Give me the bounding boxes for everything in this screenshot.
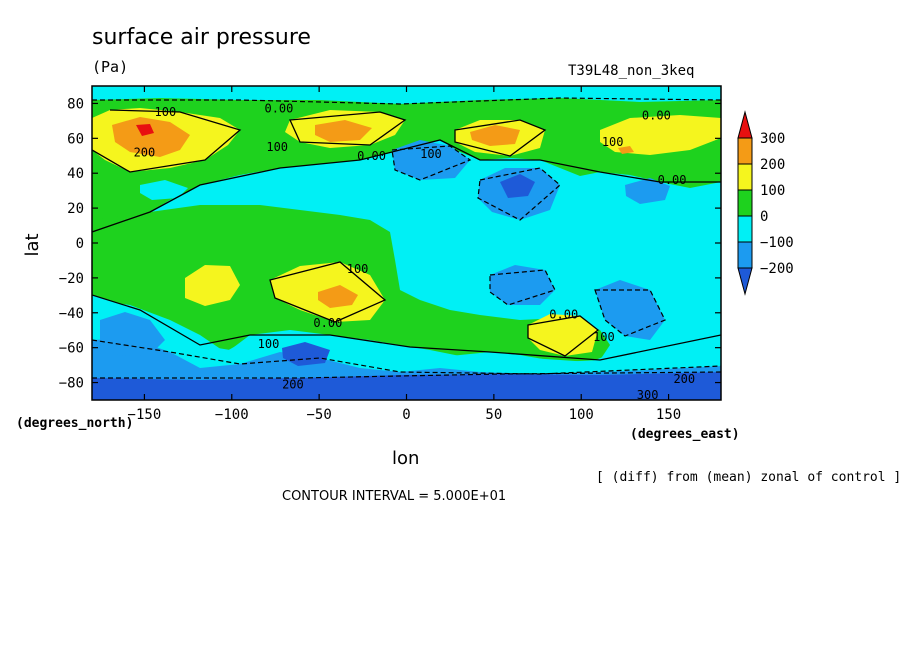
field-low-north-pacific-east	[625, 178, 670, 204]
y-tick-label: 80	[67, 96, 84, 112]
y-tick-label: 20	[67, 201, 84, 217]
contour-zero-south	[92, 294, 721, 361]
contour-label: 100	[420, 147, 442, 161]
y-axis-units: (degrees_north)	[16, 416, 134, 431]
field-high-south-america-200	[318, 285, 358, 308]
field-high-north-pacific-300	[136, 124, 154, 136]
contour-neg-arctic	[92, 97, 721, 105]
chart-title: surface air pressure	[92, 25, 311, 50]
contour-zero-north	[92, 139, 721, 233]
field-region-darkblue-polar	[92, 372, 721, 400]
colorbar-segment	[737, 189, 753, 217]
y-tick-label: −60	[59, 341, 84, 357]
field-high-north-east	[600, 115, 721, 155]
pressure-field	[92, 86, 721, 400]
colorbar-bottom-arrow	[737, 267, 753, 296]
field-high-north-east-200	[618, 146, 634, 154]
contour-neg-south-pacific	[594, 289, 666, 337]
colorbar-label: 300	[760, 131, 785, 147]
x-axis-label: lon	[392, 448, 420, 469]
field-high-south-pacific	[185, 265, 240, 306]
contour-neg-asia	[477, 167, 561, 221]
contour-100-eurasia	[454, 119, 547, 157]
colorbar-label: −200	[760, 261, 794, 277]
y-tick-label: 0	[76, 236, 84, 252]
field-low-europe	[392, 140, 470, 180]
contour-neg-europe	[391, 145, 472, 181]
x-tick-label: 150	[656, 407, 681, 423]
contour-label: 100	[155, 105, 177, 119]
field-low-south-west	[100, 312, 165, 356]
y-axis-label: lat	[22, 233, 43, 256]
field-region-green-north	[92, 92, 721, 232]
colorbar-label: 100	[760, 183, 785, 199]
y-tick-label: −80	[59, 376, 84, 392]
contour-label: 200	[282, 377, 304, 391]
contour-label: 0.00	[357, 149, 386, 163]
contour-label: 0.00	[313, 316, 342, 330]
colorbar-segment	[737, 163, 753, 191]
y-tick-label: −20	[59, 271, 84, 287]
x-tick-label: −100	[215, 407, 249, 423]
contour-label: 100	[258, 337, 280, 351]
contour-labels: 100 200 0.00 100 0.00 100 0.00 100 0.00 100 0.00 0.…	[134, 102, 696, 402]
x-tick-label: 50	[485, 407, 502, 423]
contour-label: 300	[637, 388, 659, 402]
contour-neg-200-polar	[92, 371, 721, 379]
colorbar-segment	[737, 241, 753, 269]
x-tick-label: −150	[128, 407, 162, 423]
contour-label: 200	[134, 145, 156, 159]
y-tick-label: −40	[59, 306, 84, 322]
contour-label: 0.00	[264, 102, 293, 116]
field-low-north-pacific-west	[140, 180, 188, 200]
colorbar-label: 200	[760, 157, 785, 173]
field-high-eurasia-200	[470, 125, 520, 146]
field-low-south-indian	[490, 265, 555, 305]
contour-label: 100	[347, 262, 369, 276]
colorbar-segment	[737, 137, 753, 165]
contour-interval-text: CONTOUR INTERVAL = 5.000E+01	[282, 489, 507, 504]
chart-units: (Pa)	[92, 58, 129, 76]
contour-100-pacific	[92, 109, 242, 173]
y-tick-label: 40	[67, 166, 84, 182]
y-tick-label: 60	[67, 131, 84, 147]
contour-100-south-america	[269, 261, 387, 323]
colorbar-label: −100	[760, 235, 794, 251]
contour-label: 100	[593, 330, 615, 344]
colorbar-label: 0	[760, 209, 768, 225]
contour-100-south-indian	[527, 315, 600, 357]
colorbar: 300 200 100 0 −100 −200	[737, 110, 794, 296]
contour-label: 100	[266, 140, 288, 154]
comparison-note: [ (diff) from (mean) zonal of control ]	[596, 470, 902, 485]
field-low-south-pacific-east	[595, 280, 665, 340]
contour-label: 0.00	[549, 308, 578, 322]
contour-100-atlantic	[289, 111, 407, 146]
x-axis: −150 −100 −50 0 50 100 150	[128, 86, 681, 423]
x-axis-units: (degrees_east)	[630, 427, 740, 442]
colorbar-segment	[737, 215, 753, 243]
colorbar-top-arrow	[737, 110, 753, 139]
contour-lines-negative	[92, 97, 721, 379]
x-tick-label: 0	[402, 407, 410, 423]
field-high-north-pacific-200	[112, 117, 190, 157]
x-tick-label: −50	[306, 407, 331, 423]
run-label: T39L48_non_3keq	[568, 63, 695, 79]
x-tick-label: 100	[569, 407, 594, 423]
contour-label: 0.00	[658, 173, 687, 187]
field-low-arctic	[92, 86, 721, 104]
contour-label: 200	[673, 372, 695, 386]
contour-label: 0.00	[642, 109, 671, 123]
field-high-atlantic-200	[315, 120, 372, 142]
field-low-asia-200	[500, 174, 535, 198]
contour-label: 100	[602, 135, 624, 149]
contour-lines	[92, 109, 721, 361]
field-high-south-indian	[528, 314, 598, 356]
